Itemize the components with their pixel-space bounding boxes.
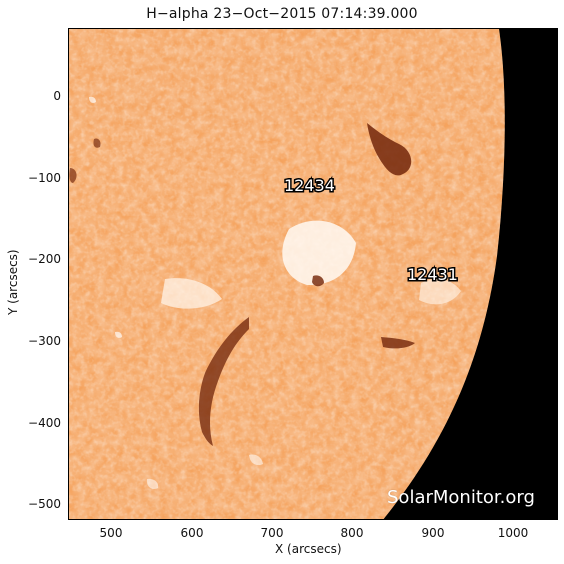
dark-filament-arc: [198, 317, 249, 446]
watermark-solarmonitor: SolarMonitor.org: [387, 487, 535, 508]
dark-spot-left-1: [93, 138, 101, 148]
right-bright-patch: [419, 279, 461, 305]
x-tick-label: 600: [180, 526, 204, 540]
y-tick-label: 0: [53, 89, 61, 103]
solar-disk-view: 12434 12431: [69, 29, 557, 519]
x-tick-label: 1000: [497, 526, 529, 540]
bright-spot-2: [115, 331, 122, 338]
bright-spot-4: [146, 478, 159, 489]
y-tick-label: −500: [28, 497, 61, 511]
y-axis-title: Y (arcsecs): [6, 249, 20, 315]
x-tick-label: 500: [99, 526, 123, 540]
dark-filament-right-lower: [381, 337, 415, 349]
dark-spot-left-2: [69, 168, 77, 183]
y-tick-label: −400: [28, 416, 61, 430]
granular-texture: [69, 29, 505, 519]
x-axis-title: X (arcsecs): [275, 542, 342, 556]
x-tick-label: 900: [421, 526, 445, 540]
x-tick-label: 700: [260, 526, 284, 540]
bright-spot-3: [249, 454, 263, 466]
image-title: H−alpha 23−Oct−2015 07:14:39.000: [146, 6, 418, 22]
bright-spot-1: [89, 96, 96, 103]
dark-filament-top-right: [367, 123, 412, 176]
y-tick-label: −100: [28, 171, 61, 185]
x-tick-label: 800: [340, 526, 364, 540]
central-bright-plage: [282, 220, 356, 286]
y-tick-label: −200: [28, 252, 61, 266]
region-label-12434: 12434: [284, 176, 335, 195]
dark-spot-center: [312, 275, 324, 287]
left-bright-patch: [161, 278, 222, 309]
y-tick-label: −300: [28, 334, 61, 348]
solar-image-panel: 12434 12431: [68, 28, 558, 520]
region-label-12431: 12431: [407, 265, 458, 284]
